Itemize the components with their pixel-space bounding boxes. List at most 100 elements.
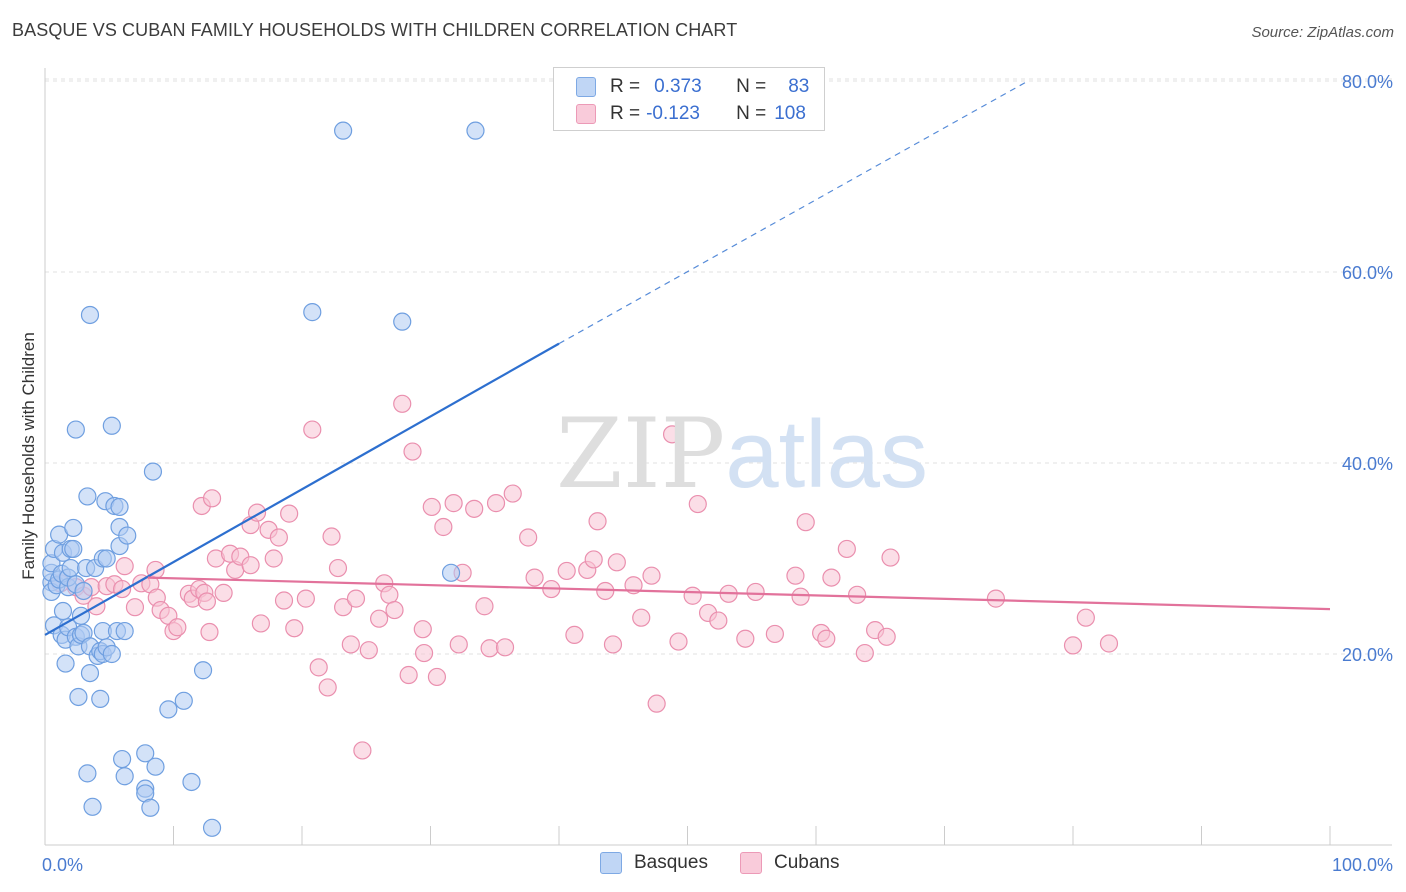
chart-source: Source: ZipAtlas.com	[1251, 24, 1394, 41]
series-legend: Basques Cubans	[0, 850, 1406, 880]
cubans-point	[848, 585, 867, 604]
cubans-point	[786, 566, 805, 585]
cubans-legend-swatch	[740, 852, 762, 874]
cubans-point	[370, 609, 389, 628]
cubans-point	[422, 497, 441, 517]
cubans-point	[525, 568, 544, 587]
cubans-point	[385, 600, 404, 620]
basques-legend-swatch	[600, 852, 622, 874]
cubans-point	[465, 499, 484, 518]
cubans-point	[1099, 634, 1119, 653]
cubans-point	[285, 619, 304, 638]
cubans-point	[603, 635, 623, 654]
cubans-point	[688, 494, 707, 514]
cubans-point	[251, 614, 270, 633]
cubans-point	[434, 517, 453, 537]
basques-point	[143, 462, 163, 481]
y-tick-label: 60.0%	[1342, 263, 1393, 283]
basques-point	[71, 606, 91, 625]
basques-point	[115, 767, 134, 786]
cubans-point	[353, 741, 372, 760]
basques-point	[136, 744, 155, 763]
cubans-point	[736, 629, 755, 648]
cubans-point	[264, 549, 283, 568]
cubans-point	[519, 528, 538, 547]
cubans-point	[214, 583, 233, 602]
cubans-point	[647, 694, 666, 713]
basques-point	[159, 700, 178, 719]
axes	[44, 68, 1392, 846]
basques-point	[80, 305, 100, 325]
basques-point	[115, 621, 134, 641]
basques-point	[80, 663, 100, 683]
cubans-point	[986, 589, 1006, 608]
legend-item-cubans: Cubans	[740, 852, 840, 874]
cubans-point	[669, 632, 688, 651]
chart-title: BASQUE VS CUBAN FAMILY HOUSEHOLDS WITH C…	[12, 20, 738, 40]
cubans-point	[303, 420, 322, 439]
legend-r-label: R =	[610, 76, 641, 97]
correlation-legend: R = 0.373 N = 83 R = -0.123 N = 108	[553, 67, 825, 131]
cubans-point	[881, 548, 900, 567]
basques-point	[110, 497, 129, 517]
y-axis-label: Family Households with Children	[19, 332, 38, 580]
basques-point	[393, 312, 412, 331]
x-tick-label: 100.0%	[1332, 855, 1393, 875]
cubans-point	[318, 678, 337, 697]
cubans-point	[334, 598, 353, 617]
cubans-point	[746, 582, 765, 602]
tick-labels: 20.0% 40.0% 60.0% 80.0% 0.0% 100.0% Family Hou…	[19, 72, 1393, 875]
cubans-point	[480, 639, 499, 658]
basques-point	[334, 121, 353, 140]
cubans-point	[403, 442, 422, 461]
basques-point	[193, 661, 213, 680]
cubans-point	[125, 598, 145, 617]
legend-n-label: N =	[736, 76, 767, 97]
cubans-point	[328, 558, 348, 578]
cubans-point	[486, 494, 506, 513]
legend-n-value: 83	[788, 76, 810, 97]
cubans-point	[765, 624, 784, 644]
basques-point	[182, 772, 201, 792]
legend-item-basques: Basques	[600, 852, 708, 874]
cubans-point	[296, 589, 315, 608]
cubans-point	[380, 585, 399, 604]
cubans-point	[791, 587, 810, 606]
x-tick-label: 0.0%	[42, 855, 83, 875]
cubans-point	[588, 512, 607, 531]
y-tick-label: 80.0%	[1342, 72, 1393, 92]
cubans-point	[837, 539, 856, 559]
basques-point	[69, 687, 88, 707]
cubans-point	[495, 638, 515, 657]
basques-trend-extension	[558, 80, 1029, 345]
cubans-point	[197, 592, 217, 611]
basques-point	[112, 749, 132, 769]
basques-point	[74, 581, 93, 601]
basques-point	[66, 420, 85, 439]
cubans-point	[269, 528, 288, 547]
cubans-point	[683, 586, 702, 605]
cubans-point	[1076, 608, 1095, 627]
cubans-point	[444, 494, 463, 513]
legend-n-label: N =	[736, 103, 767, 124]
cubans-point	[796, 513, 815, 532]
basques-swatch	[576, 77, 596, 97]
legend-row-cubans: R = -0.123 N = 108	[576, 102, 806, 126]
cubans-point	[817, 629, 836, 648]
basques-point	[91, 689, 110, 708]
cubans-point	[202, 489, 222, 508]
cubans-point	[662, 425, 682, 444]
basques-point	[102, 644, 121, 664]
basques-point	[78, 764, 97, 783]
cubans-point	[642, 566, 661, 585]
legend-r-value: -0.123	[646, 103, 700, 124]
basques-point	[83, 797, 102, 816]
basques-point	[141, 798, 160, 817]
legend-r-label: R =	[610, 103, 641, 124]
cubans-point	[341, 635, 360, 654]
legend-n-value: 108	[774, 103, 806, 124]
basques-point	[441, 563, 461, 582]
basques-point	[174, 691, 193, 710]
cubans-point	[393, 394, 412, 413]
